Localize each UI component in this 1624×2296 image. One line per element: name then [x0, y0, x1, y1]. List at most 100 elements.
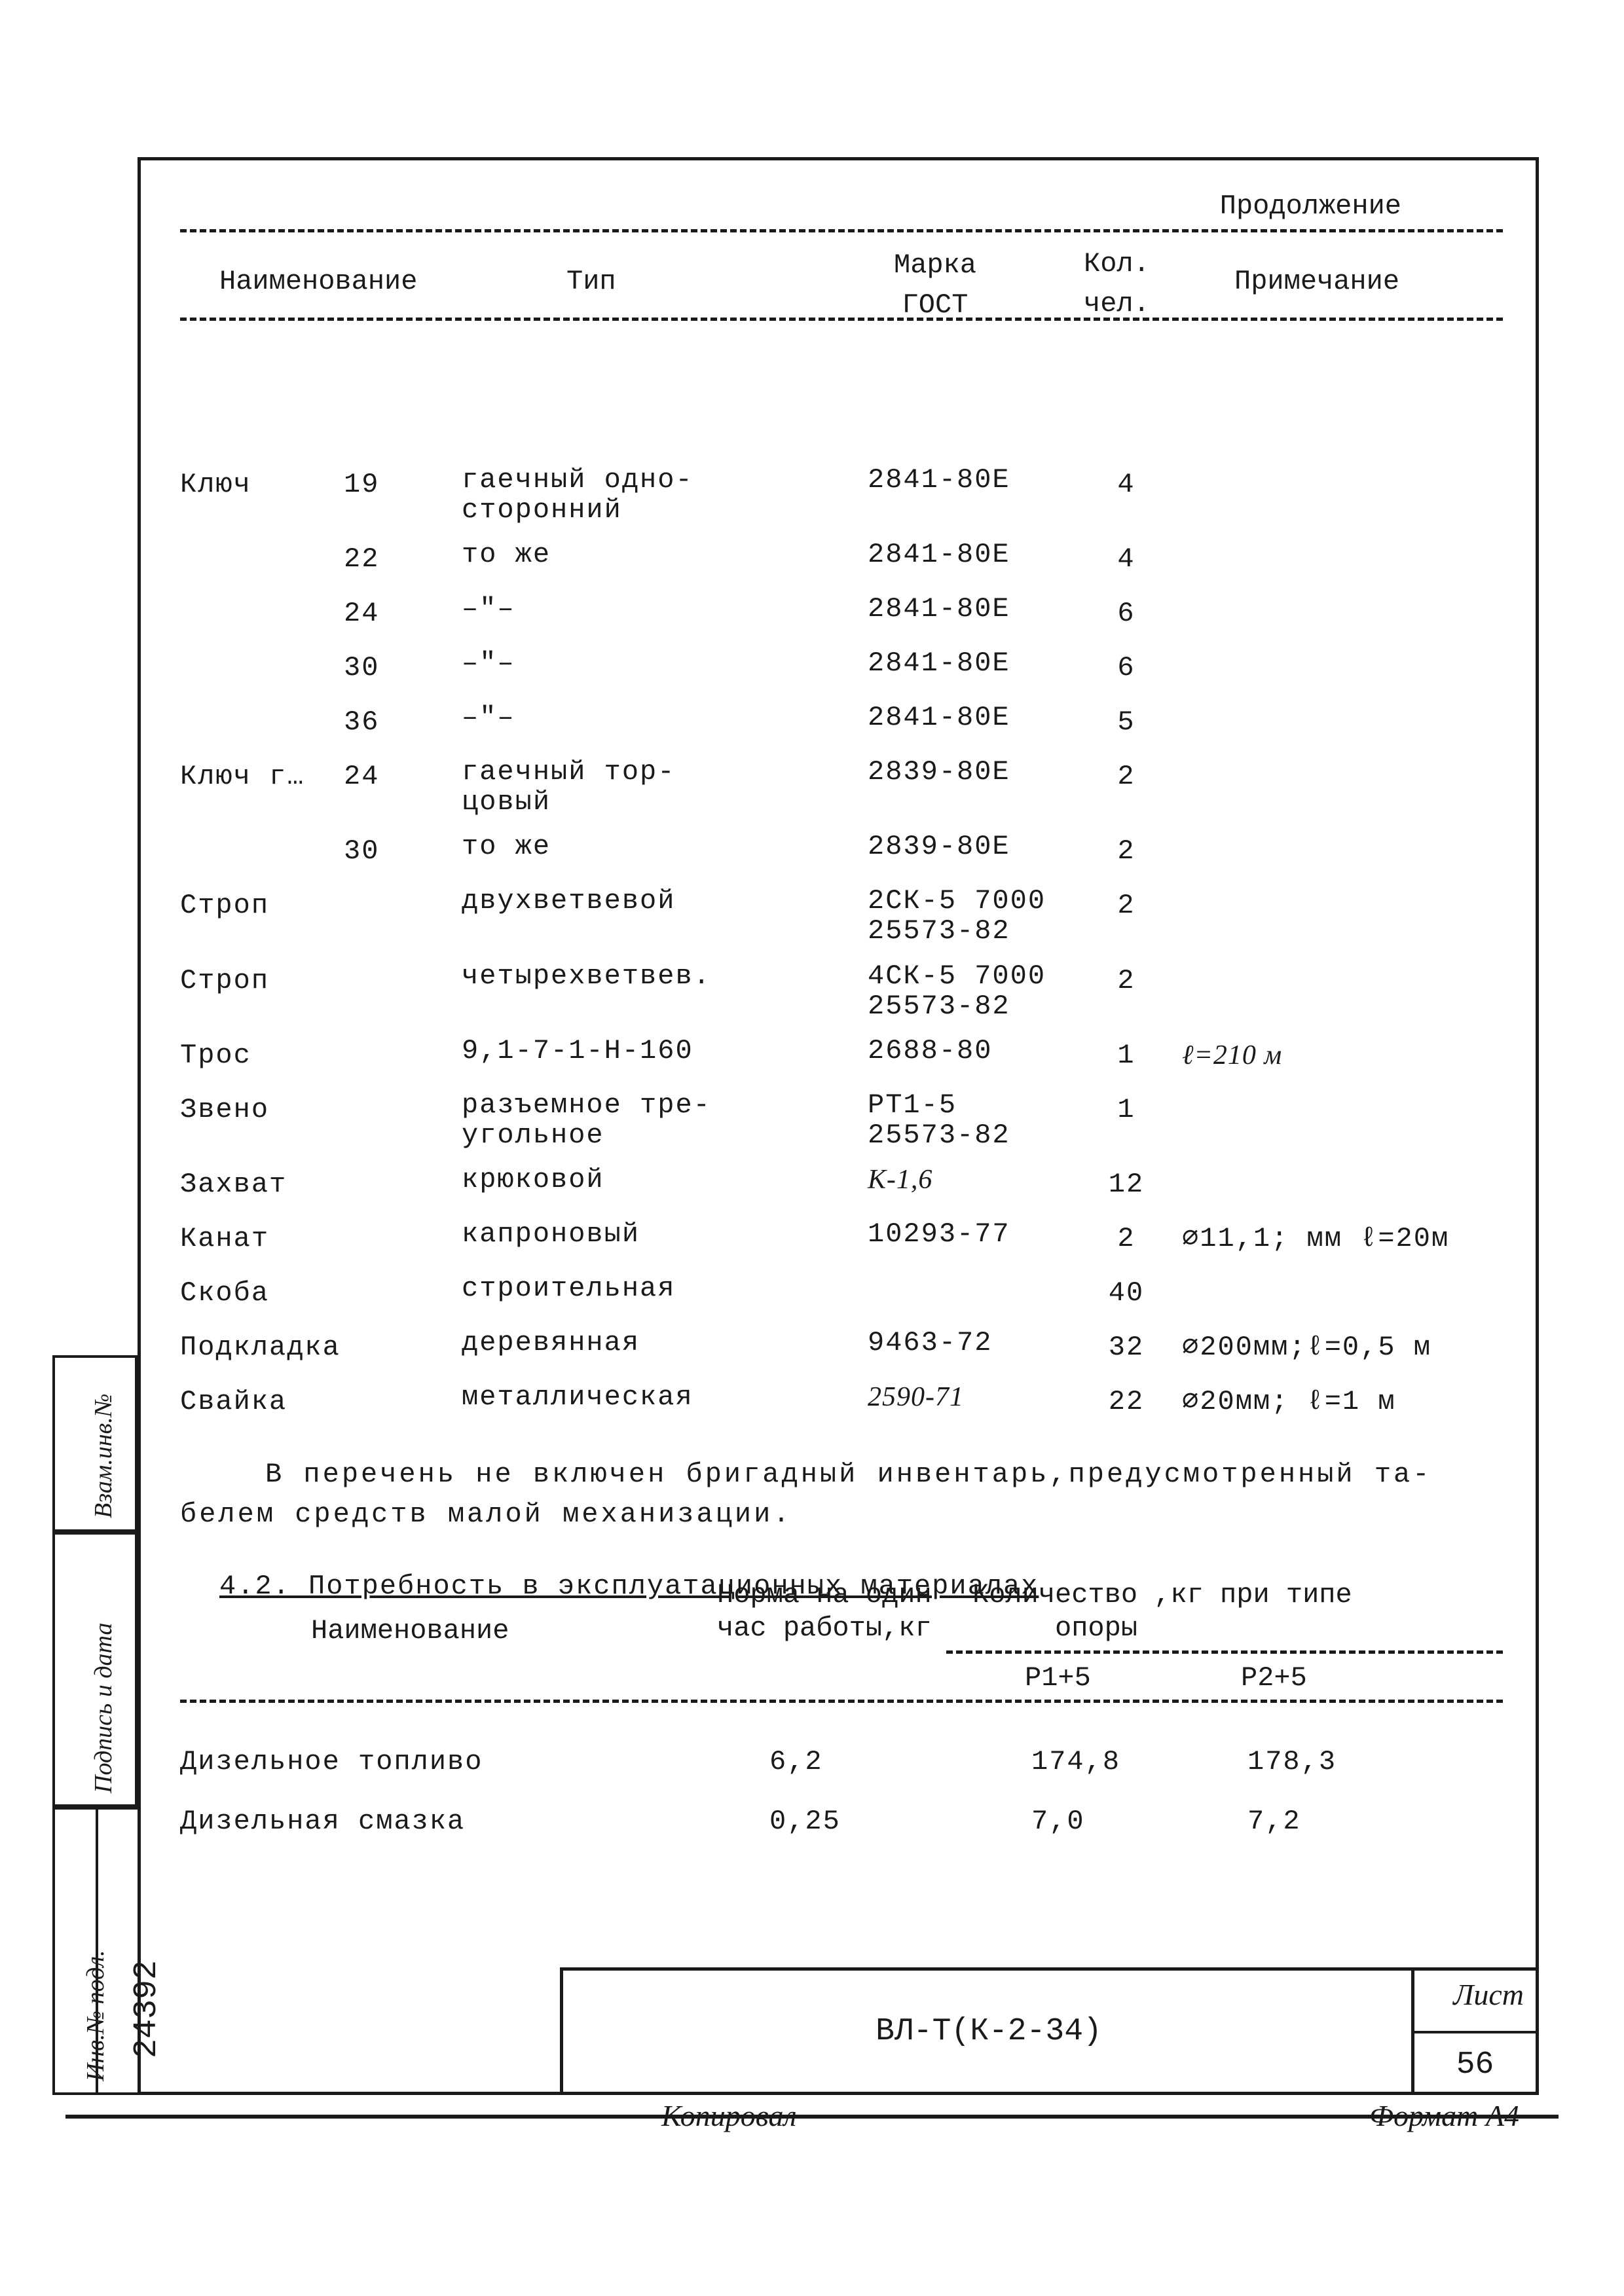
cell-qty: 6 — [1084, 648, 1169, 688]
table-header: Продолжение Наименование Тип Марка ГОСТ … — [180, 180, 1503, 298]
materials-row: Дизельное топливо6,2174,8178,3 — [180, 1742, 1503, 1782]
column-heads: Наименование Тип Марка ГОСТ Кол. чел. Пр… — [180, 180, 1503, 298]
page-content: Продолжение Наименование Тип Марка ГОСТ … — [180, 180, 1503, 1861]
table-row: 24–"–2841-80Е6 — [180, 594, 1503, 634]
colhead-mark: Марка ГОСТ — [894, 246, 976, 325]
cell-type: строительная — [462, 1273, 868, 1303]
cell-type: разъемное тре-угольное — [462, 1090, 868, 1150]
side-label-3a: Инв.№ подл. — [81, 1950, 110, 2081]
cell-name: Строп — [180, 886, 344, 926]
cell-qty: 1 — [1084, 1090, 1169, 1130]
cell-type: крюковой — [462, 1165, 868, 1195]
cell-qty: 32 — [1084, 1328, 1169, 1368]
table-row: Свайкаметаллическая2590-7122∅20мм; ℓ=1 м — [180, 1382, 1503, 1422]
mathead-qty: Количество ,кг при типе опоры — [972, 1578, 1352, 1645]
sheet-divider — [1414, 2031, 1536, 2033]
cell-qty: 4 — [1084, 465, 1169, 505]
side-cell-1: Взам.инв.№ — [52, 1355, 138, 1532]
cell-mark: 2841-80Е — [868, 702, 1084, 733]
cell-qty: 2 — [1084, 1219, 1169, 1259]
cell-mark: РТ1-525573-82 — [868, 1090, 1084, 1150]
mat-p1: 7,0 — [940, 1802, 1189, 1842]
table-row: Скоба строительная 40 — [180, 1273, 1503, 1313]
table-row: Ключ19гаечный одно-сторонний2841-80Е4 — [180, 465, 1503, 525]
cell-type: капроновый — [462, 1219, 868, 1249]
mat-p2: 7,2 — [1189, 1802, 1385, 1842]
cell-qty: 12 — [1084, 1165, 1169, 1205]
cell-name: Скоба — [180, 1273, 344, 1313]
mat-name: Дизельное топливо — [180, 1742, 691, 1782]
cell-size: 24 — [344, 594, 462, 634]
cell-name: Звено — [180, 1090, 344, 1130]
cell-qty: 40 — [1084, 1273, 1169, 1313]
cell-mark: 10293-77 — [868, 1219, 1084, 1249]
mat-norm: 0,25 — [691, 1802, 940, 1842]
table-row: 22то же2841-80Е4 — [180, 539, 1503, 579]
materials-body: Дизельное топливо6,2174,8178,3 Дизельная … — [180, 1742, 1503, 1842]
side-margin-cells: Взам.инв.№ Подпись и дата Инв.№ подл. 24… — [52, 157, 138, 2095]
cell-size: 30 — [344, 831, 462, 871]
mat-norm: 6,2 — [691, 1742, 940, 1782]
cell-size: 30 — [344, 648, 462, 688]
cell-type: металлическая — [462, 1382, 868, 1412]
cell-type: гаечный одно-сторонний — [462, 465, 868, 525]
cell-size: 19 — [344, 465, 462, 505]
cell-size: 24 — [344, 757, 462, 797]
mat-p1: 174,8 — [940, 1742, 1189, 1782]
cell-type: –"– — [462, 594, 868, 624]
cell-name: Захват — [180, 1165, 344, 1205]
mathead-name: Наименование — [311, 1611, 509, 1651]
cell-type: 9,1-7-1-Н-160 — [462, 1036, 868, 1066]
cell-type: –"– — [462, 702, 868, 733]
cell-name: Подкладка — [180, 1328, 344, 1368]
cell-mark: 2841-80Е — [868, 648, 1084, 678]
page-frame: Продолжение Наименование Тип Марка ГОСТ … — [138, 157, 1539, 2095]
cell-mark: 2839-80Е — [868, 831, 1084, 862]
cell-qty: 2 — [1084, 961, 1169, 1001]
cell-name: Трос — [180, 1036, 344, 1076]
dash-line — [946, 1650, 1503, 1654]
cell-name: Ключ — [180, 465, 344, 505]
table-row: 30то же2839-80Е2 — [180, 831, 1503, 871]
cell-type: то же — [462, 831, 868, 862]
cell-mark: 9463-72 — [868, 1328, 1084, 1358]
cell-qty: 4 — [1084, 539, 1169, 579]
side-label-2: Подпись и дата — [89, 1623, 118, 1793]
colhead-qty: Кол. чел. — [1084, 244, 1150, 324]
table-row: 36–"–2841-80Е5 — [180, 702, 1503, 742]
cell-qty: 2 — [1084, 831, 1169, 871]
cell-qty: 2 — [1084, 886, 1169, 926]
cell-type: то же — [462, 539, 868, 570]
table-body: Ключ19гаечный одно-сторонний2841-80Е422т… — [180, 465, 1503, 1422]
cell-size: 22 — [344, 539, 462, 579]
cell-mark: 2839-80Е — [868, 757, 1084, 787]
mathead-norm: Норма на один час работы,кг — [717, 1578, 932, 1645]
sheet-number: 56 — [1414, 2047, 1536, 2083]
cell-mark: 2841-80Е — [868, 465, 1084, 495]
cell-mark: 4СК-5 700025573-82 — [868, 961, 1084, 1021]
mat-p2: 178,3 — [1189, 1742, 1385, 1782]
side-label-1: Взам.инв.№ — [89, 1394, 118, 1518]
cell-note: ∅20мм; ℓ=1 м — [1169, 1382, 1509, 1422]
table-row: Трос9,1-7-1-Н-1602688-801ℓ=210 м — [180, 1036, 1503, 1076]
dash-line — [180, 318, 1503, 321]
cell-note: ∅11,1; мм ℓ=20м — [1169, 1219, 1509, 1259]
cell-mark: 2841-80Е — [868, 594, 1084, 624]
materials-row: Дизельная смазка0,257,07,2 — [180, 1802, 1503, 1842]
colhead-note: Примечание — [1234, 262, 1399, 302]
cell-size: 36 — [344, 702, 462, 742]
cell-type: четырехветвев. — [462, 961, 868, 991]
mat-name: Дизельная смазка — [180, 1802, 691, 1842]
table-row: Ключ г…24гаечный тор-цовый2839-80Е2 — [180, 757, 1503, 817]
cell-type: гаечный тор-цовый — [462, 757, 868, 817]
sheet-label: Лист — [1453, 1977, 1524, 2012]
title-block: ВЛ-Т(К-2-34) Лист 56 — [560, 1967, 1536, 2092]
materials-header: Наименование Норма на один час работы,кг… — [180, 1592, 1503, 1722]
table-row: Стропчетырехветвев.4СК-5 700025573-822 — [180, 961, 1503, 1021]
cell-mark: 2СК-5 700025573-82 — [868, 886, 1084, 946]
colhead-name: Наименование — [219, 262, 417, 302]
document-code: ВЛ-Т(К-2-34) — [563, 1971, 1414, 2092]
cell-qty: 6 — [1084, 594, 1169, 634]
cell-type: –"– — [462, 648, 868, 678]
cell-mark: 2841-80Е — [868, 539, 1084, 570]
